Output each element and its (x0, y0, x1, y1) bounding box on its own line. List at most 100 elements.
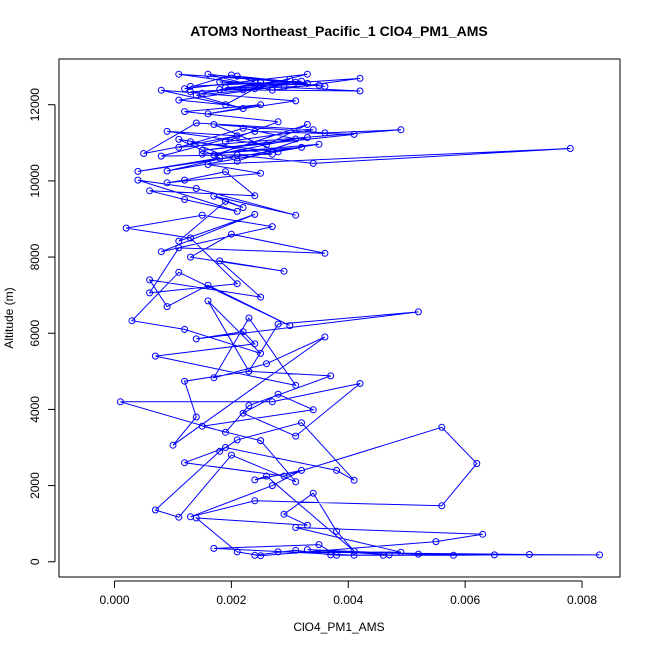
series-layer (116, 70, 603, 560)
x-tick-label: 0.008 (567, 593, 597, 607)
data-point (222, 444, 229, 451)
data-point (315, 140, 323, 148)
x-axis-label: ClO4_PM1_AMS (293, 620, 384, 634)
data-point (292, 546, 300, 554)
data-point (163, 167, 171, 175)
data-point (198, 146, 206, 154)
data-point (163, 179, 171, 187)
data-point (274, 390, 282, 398)
data-point (263, 472, 270, 480)
data-point (596, 551, 603, 559)
data-point (292, 381, 300, 389)
data-point (187, 513, 194, 521)
data-point (169, 441, 177, 449)
data-point (175, 268, 183, 276)
data-point (198, 211, 206, 219)
data-point (286, 75, 294, 83)
data-point (321, 82, 329, 90)
data-point (116, 398, 124, 406)
data-point (187, 138, 194, 146)
data-point (350, 476, 358, 484)
data-point (298, 419, 305, 427)
data-point (268, 482, 276, 490)
data-point (303, 546, 311, 554)
data-point (222, 101, 229, 109)
x-tick-label: 0.000 (100, 593, 130, 607)
x-axis: 0.000 0.002 0.004 0.006 0.008 (100, 580, 597, 607)
data-point (157, 248, 165, 256)
x-tick-label: 0.006 (450, 593, 480, 607)
data-point (216, 447, 224, 455)
data-point (204, 110, 212, 118)
data-point (303, 134, 311, 141)
data-point (414, 550, 422, 558)
data-point (122, 224, 130, 232)
data-point (268, 83, 276, 91)
data-point (257, 101, 265, 109)
data-point (397, 126, 405, 134)
data-point (333, 466, 341, 474)
data-point (257, 552, 265, 560)
y-tick-label: 8000 (28, 243, 42, 270)
y-tick-label: 4000 (28, 396, 42, 423)
data-point (181, 85, 189, 93)
data-point (292, 211, 300, 219)
data-point (192, 413, 200, 421)
data-point (257, 293, 265, 301)
plot-frame (58, 58, 621, 578)
data-point (233, 132, 241, 140)
data-point (163, 127, 171, 135)
data-point (134, 176, 142, 184)
data-point (280, 267, 288, 275)
data-point (146, 289, 154, 297)
data-point (450, 551, 457, 559)
data-point (233, 548, 241, 556)
data-point (280, 472, 288, 480)
data-point (233, 207, 241, 215)
data-point (356, 87, 364, 95)
data-point (321, 333, 329, 341)
y-tick-label: 0 (28, 558, 42, 565)
data-point (187, 253, 194, 261)
data-point (303, 70, 311, 78)
data-point (327, 372, 335, 380)
data-point (268, 86, 276, 94)
data-point (268, 150, 276, 158)
data-point (151, 352, 159, 360)
data-point (473, 460, 481, 467)
data-point (222, 197, 229, 205)
data-point (216, 257, 224, 265)
data-point (216, 154, 224, 162)
x-tick-label: 0.004 (333, 593, 363, 607)
data-point (187, 88, 194, 96)
y-tick-label: 10000 (28, 164, 42, 198)
data-point (157, 152, 165, 160)
data-point (257, 169, 265, 177)
data-point (140, 150, 148, 157)
data-point (333, 527, 341, 535)
data-point (227, 71, 235, 79)
data-point (257, 349, 265, 357)
data-point (181, 176, 189, 184)
data-point (227, 451, 235, 459)
data-point (181, 377, 189, 385)
data-point (222, 84, 229, 92)
data-point (192, 335, 200, 343)
data-point (350, 130, 358, 138)
data-point (134, 167, 142, 175)
data-point (192, 185, 200, 192)
data-point (263, 141, 270, 149)
data-point (239, 409, 247, 417)
data-point (274, 548, 282, 556)
data-point (163, 303, 171, 311)
data-point (222, 428, 229, 436)
data-point (251, 497, 259, 505)
data-point (268, 398, 276, 406)
data-point (198, 422, 206, 430)
data-point (204, 297, 212, 305)
data-point (251, 476, 259, 484)
data-point (566, 145, 574, 152)
y-tick-label: 2000 (28, 472, 42, 499)
data-point (210, 121, 218, 128)
data-point (303, 121, 311, 128)
